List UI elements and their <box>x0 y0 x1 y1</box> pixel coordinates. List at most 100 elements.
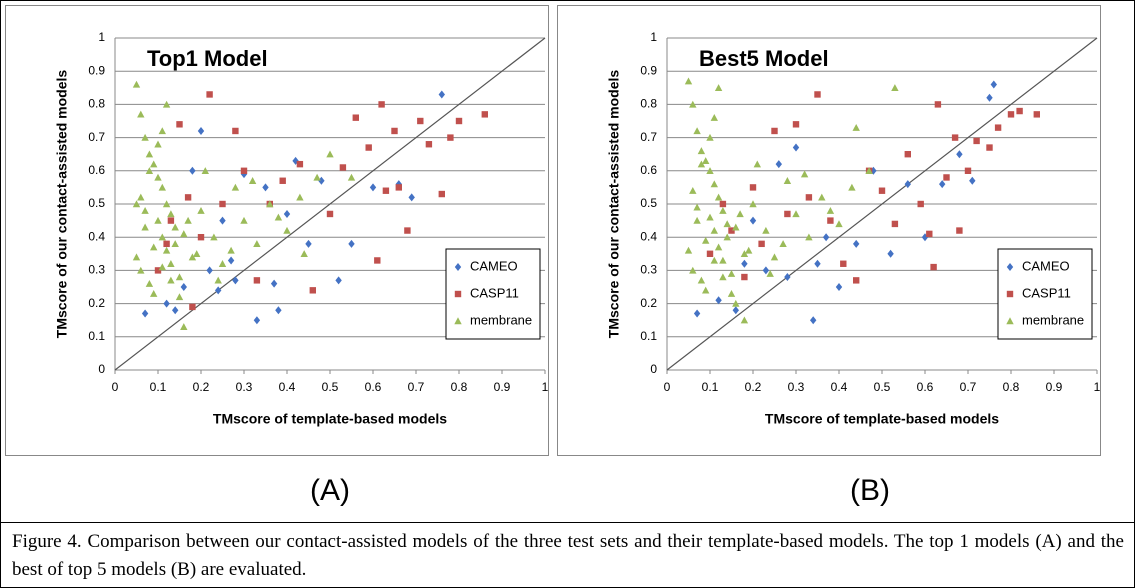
x-tick-label: 0.5 <box>322 380 339 394</box>
point <box>943 174 950 181</box>
point <box>262 183 269 192</box>
legend-label: CASP11 <box>1022 285 1071 300</box>
diagonal-line <box>114 37 546 371</box>
x-tick-label: 1 <box>1094 380 1101 394</box>
point <box>732 299 740 307</box>
legend-label: CASP11 <box>470 285 519 300</box>
point <box>865 167 873 174</box>
point <box>710 180 718 188</box>
point <box>154 216 162 224</box>
point <box>300 250 308 257</box>
point <box>447 134 454 141</box>
point <box>727 289 736 297</box>
x-tick-label: 0.3 <box>236 380 253 394</box>
legend-label: CAMEO <box>1022 258 1070 273</box>
point <box>240 167 248 174</box>
point <box>887 249 894 258</box>
legend-marker <box>454 290 462 298</box>
chart-title: Top1 Model <box>147 46 268 71</box>
point <box>132 80 141 88</box>
point <box>814 259 821 268</box>
y-tick-label: 0.3 <box>88 263 105 277</box>
point <box>296 193 304 201</box>
point <box>313 173 321 181</box>
point <box>697 160 706 168</box>
y-tick-label: 0.7 <box>88 130 105 144</box>
point <box>870 166 877 175</box>
point <box>150 160 158 168</box>
point <box>753 160 761 168</box>
point <box>154 173 162 181</box>
y-tick-label: 0.8 <box>88 97 105 111</box>
x-tick-label: 0.9 <box>494 380 511 394</box>
x-tick-label: 0.4 <box>831 380 848 394</box>
point <box>326 210 334 218</box>
point <box>770 253 779 261</box>
point <box>956 150 963 159</box>
point <box>714 84 723 91</box>
point <box>240 170 248 179</box>
point <box>175 293 184 301</box>
point <box>232 127 239 135</box>
point <box>805 233 813 241</box>
point <box>162 200 171 208</box>
point <box>684 246 693 254</box>
point <box>189 166 196 175</box>
y-tick-label: 0.1 <box>88 329 105 343</box>
point <box>827 217 834 224</box>
point <box>689 100 697 108</box>
point <box>240 216 248 224</box>
panel-border <box>557 5 1101 456</box>
point <box>145 279 154 287</box>
point <box>710 256 718 264</box>
y-tick-label: 0.6 <box>640 163 657 177</box>
y-tick-label: 0.5 <box>640 196 657 210</box>
point <box>835 283 843 291</box>
point <box>141 223 149 231</box>
point <box>438 90 445 99</box>
point <box>189 303 196 311</box>
point <box>248 177 257 184</box>
point <box>348 239 355 248</box>
point <box>723 220 731 228</box>
point <box>693 216 701 224</box>
point <box>835 220 843 228</box>
x-tick-label: 0.9 <box>1046 380 1063 394</box>
point <box>784 210 791 218</box>
point <box>904 151 911 158</box>
point <box>369 183 377 192</box>
point <box>810 316 817 325</box>
point <box>309 287 316 294</box>
point <box>917 200 924 208</box>
y-tick-label: 0.5 <box>88 196 105 210</box>
y-tick-label: 0.4 <box>88 229 105 243</box>
point <box>132 200 141 208</box>
point <box>296 160 304 168</box>
point <box>326 150 334 158</box>
point <box>171 240 179 248</box>
y-tick-label: 0.1 <box>640 329 657 343</box>
point <box>951 134 959 141</box>
legend-marker <box>1006 290 1014 298</box>
point <box>714 243 723 251</box>
point <box>779 240 787 248</box>
point <box>197 126 205 135</box>
point <box>693 203 701 211</box>
y-tick-label: 0 <box>98 362 105 376</box>
point <box>805 194 813 201</box>
point <box>158 233 166 241</box>
point <box>137 193 145 201</box>
point <box>689 187 697 194</box>
point <box>391 127 398 135</box>
point <box>253 240 261 248</box>
point <box>792 210 800 218</box>
point <box>145 150 154 158</box>
point <box>197 206 205 214</box>
point <box>404 227 411 234</box>
point <box>710 113 718 121</box>
point <box>840 260 847 267</box>
point <box>167 217 175 224</box>
point <box>137 110 145 118</box>
point <box>714 193 723 201</box>
x-tick-label: 0.3 <box>788 380 805 394</box>
